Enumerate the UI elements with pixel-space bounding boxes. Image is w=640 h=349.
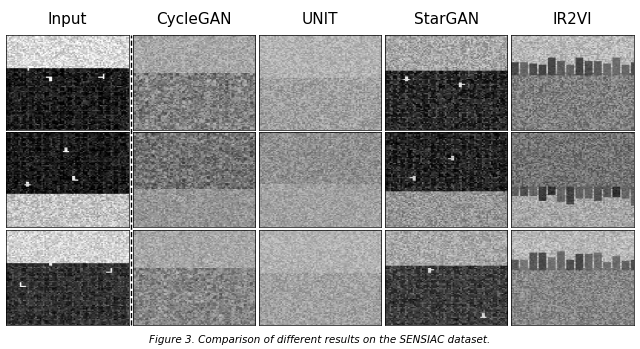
Text: Input: Input xyxy=(48,12,88,27)
Text: CycleGAN: CycleGAN xyxy=(156,12,232,27)
Text: UNIT: UNIT xyxy=(301,12,339,27)
Text: StarGAN: StarGAN xyxy=(413,12,479,27)
Text: IR2VI: IR2VI xyxy=(552,12,592,27)
Text: Figure 3. Comparison of different results on the SENSIAC dataset.: Figure 3. Comparison of different result… xyxy=(149,335,491,346)
